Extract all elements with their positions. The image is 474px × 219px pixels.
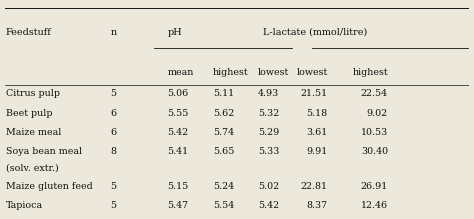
Text: 5: 5 bbox=[110, 90, 117, 99]
Text: Maize meal: Maize meal bbox=[6, 128, 61, 137]
Text: 5.47: 5.47 bbox=[167, 201, 189, 210]
Text: 8: 8 bbox=[110, 147, 117, 156]
Text: 5.33: 5.33 bbox=[258, 147, 279, 156]
Text: lowest: lowest bbox=[258, 68, 289, 77]
Text: 12.46: 12.46 bbox=[361, 201, 388, 210]
Text: 5.06: 5.06 bbox=[167, 90, 189, 99]
Text: 8.37: 8.37 bbox=[307, 201, 328, 210]
Text: 5.74: 5.74 bbox=[213, 128, 234, 137]
Text: 5.55: 5.55 bbox=[167, 109, 189, 118]
Text: n: n bbox=[110, 28, 117, 37]
Text: 5.42: 5.42 bbox=[167, 128, 189, 137]
Text: 22.81: 22.81 bbox=[301, 182, 328, 191]
Text: 5.29: 5.29 bbox=[258, 128, 279, 137]
Text: 5.02: 5.02 bbox=[258, 182, 279, 191]
Text: 5: 5 bbox=[110, 182, 117, 191]
Text: 5.54: 5.54 bbox=[213, 201, 234, 210]
Text: Beet pulp: Beet pulp bbox=[6, 109, 52, 118]
Text: highest: highest bbox=[213, 68, 248, 77]
Text: 5.18: 5.18 bbox=[307, 109, 328, 118]
Text: (solv. extr.): (solv. extr.) bbox=[6, 164, 58, 173]
Text: 3.61: 3.61 bbox=[306, 128, 328, 137]
Text: pH: pH bbox=[167, 28, 182, 37]
Text: 5.11: 5.11 bbox=[213, 90, 234, 99]
Text: 5.65: 5.65 bbox=[213, 147, 234, 156]
Text: 5.15: 5.15 bbox=[167, 182, 189, 191]
Text: 5.62: 5.62 bbox=[213, 109, 234, 118]
Text: mean: mean bbox=[167, 68, 194, 77]
Text: 5.32: 5.32 bbox=[258, 109, 279, 118]
Text: lowest: lowest bbox=[296, 68, 328, 77]
Text: Feedstuff: Feedstuff bbox=[6, 28, 51, 37]
Text: 10.53: 10.53 bbox=[361, 128, 388, 137]
Text: 9.91: 9.91 bbox=[306, 147, 328, 156]
Text: 21.51: 21.51 bbox=[301, 90, 328, 99]
Text: 5.42: 5.42 bbox=[258, 201, 279, 210]
Text: Maize gluten feed: Maize gluten feed bbox=[6, 182, 92, 191]
Text: 22.54: 22.54 bbox=[361, 90, 388, 99]
Text: Citrus pulp: Citrus pulp bbox=[6, 90, 60, 99]
Text: 6: 6 bbox=[110, 109, 117, 118]
Text: 6: 6 bbox=[110, 128, 117, 137]
Text: 5: 5 bbox=[110, 201, 117, 210]
Text: highest: highest bbox=[352, 68, 388, 77]
Text: 4.93: 4.93 bbox=[258, 90, 279, 99]
Text: L-lactate (mmol/litre): L-lactate (mmol/litre) bbox=[263, 28, 367, 37]
Text: Soya bean meal: Soya bean meal bbox=[6, 147, 82, 156]
Text: 30.40: 30.40 bbox=[361, 147, 388, 156]
Text: Tapioca: Tapioca bbox=[6, 201, 43, 210]
Text: 26.91: 26.91 bbox=[361, 182, 388, 191]
Text: 5.24: 5.24 bbox=[213, 182, 234, 191]
Text: 9.02: 9.02 bbox=[367, 109, 388, 118]
Text: 5.41: 5.41 bbox=[167, 147, 189, 156]
